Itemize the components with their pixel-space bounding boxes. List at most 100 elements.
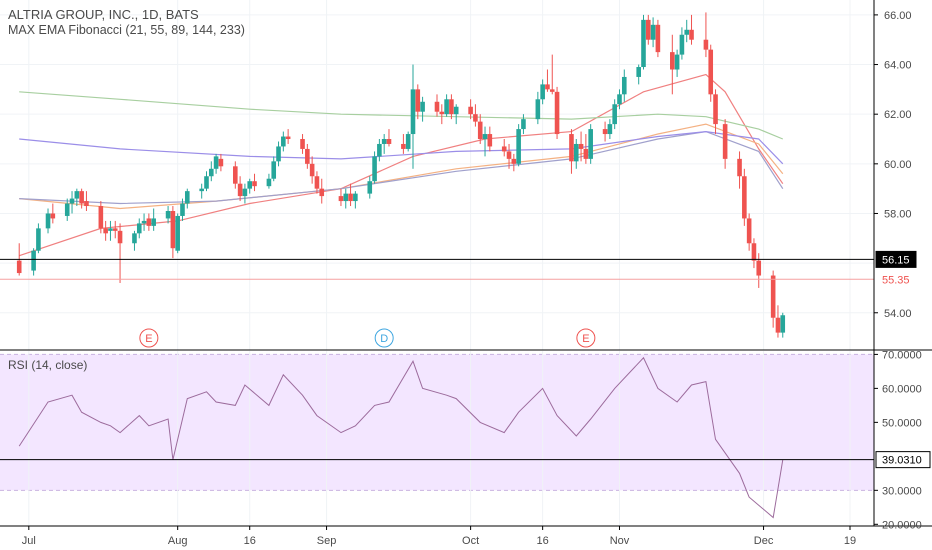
x-tick-label: Nov [610, 535, 630, 547]
x-tick-label: Sep [317, 535, 337, 547]
event-label: E [145, 333, 152, 345]
candle-body [343, 193, 349, 202]
candle-body [319, 188, 325, 197]
candle [151, 208, 156, 231]
candle [319, 178, 325, 204]
candle-body [684, 29, 690, 35]
candle [444, 94, 449, 117]
candle [112, 220, 118, 239]
candle-body [175, 215, 180, 251]
candle-body [132, 233, 137, 244]
candle [742, 168, 747, 226]
candle-body [353, 193, 358, 202]
candle [64, 198, 70, 221]
candle-body [69, 198, 75, 204]
candle-body [780, 315, 786, 333]
candle [146, 213, 152, 231]
candle [775, 305, 781, 338]
candle [285, 129, 291, 144]
candle [300, 134, 305, 154]
candle-body [405, 134, 411, 149]
candle-body [348, 193, 353, 202]
candle-body [367, 181, 373, 194]
candle [338, 188, 344, 207]
candle [521, 114, 526, 135]
candle [578, 131, 584, 162]
candle-body [439, 111, 445, 115]
candle-body [247, 181, 253, 189]
candle-body [679, 34, 685, 55]
candle-body [112, 228, 118, 231]
candle-body [583, 148, 589, 159]
candle-body [415, 89, 421, 112]
candle [612, 99, 617, 130]
candle-body [674, 54, 680, 70]
y-tick-label: 62.00 [884, 109, 912, 121]
x-tick-label: Oct [462, 535, 479, 547]
candle [473, 104, 478, 127]
candle-body [569, 134, 574, 162]
candle-body [540, 84, 545, 100]
candle-body [233, 166, 238, 184]
event-marker [139, 328, 159, 348]
candle [674, 49, 680, 77]
candle [242, 183, 248, 204]
candle-body [16, 260, 22, 274]
candle [401, 134, 406, 154]
candle-body [650, 24, 656, 40]
candle-body [184, 191, 190, 204]
candle-body [545, 84, 550, 90]
candle [165, 206, 171, 224]
candle [170, 206, 176, 259]
rsi-label: RSI (14, close) [8, 358, 88, 372]
indicator-label: MAX EMA Fibonacci (21, 55, 89, 144, 233) [8, 23, 245, 37]
candle [549, 54, 555, 95]
candle-body [199, 188, 204, 192]
candle [252, 173, 257, 192]
chart-title: ALTRIA GROUP, INC., 1D, BATS [8, 7, 199, 22]
candle [266, 173, 272, 189]
candle-body [521, 119, 526, 130]
rsi-value-box [875, 451, 931, 469]
candle [482, 126, 488, 157]
candle-body [501, 146, 507, 152]
candle [353, 191, 358, 209]
candle-body [377, 143, 382, 157]
candle [602, 121, 608, 142]
candle [45, 208, 51, 234]
candle-body [612, 104, 617, 125]
candle-body [117, 230, 123, 244]
candle [247, 178, 253, 194]
candle [367, 176, 373, 199]
candle-body [213, 156, 219, 169]
candle-body [401, 143, 406, 149]
candle [449, 94, 454, 120]
candle-body [103, 228, 108, 234]
candle-body [621, 76, 627, 95]
candle [50, 203, 56, 224]
candle [487, 126, 493, 152]
candle [141, 213, 147, 231]
candle-body [372, 156, 377, 182]
candle-body [468, 106, 473, 115]
candle-body [641, 19, 646, 68]
rsi-tick-label: 30.0000 [882, 485, 922, 497]
candle-body [36, 228, 41, 251]
candle [737, 151, 742, 189]
rsi-tick-label: 50.0000 [882, 417, 922, 429]
candle-body [756, 260, 762, 276]
candle-body [473, 114, 478, 122]
candle-body [554, 91, 560, 135]
candle-body [281, 136, 286, 147]
candle [117, 223, 123, 283]
candle-body [737, 158, 742, 177]
candle [108, 220, 113, 241]
rsi-tick-label: 20.0000 [882, 519, 922, 531]
candle-body [79, 191, 84, 204]
candle [84, 191, 89, 211]
candle [434, 94, 440, 117]
candle-body [285, 136, 291, 140]
candle-body [420, 101, 425, 112]
candle [641, 14, 646, 70]
